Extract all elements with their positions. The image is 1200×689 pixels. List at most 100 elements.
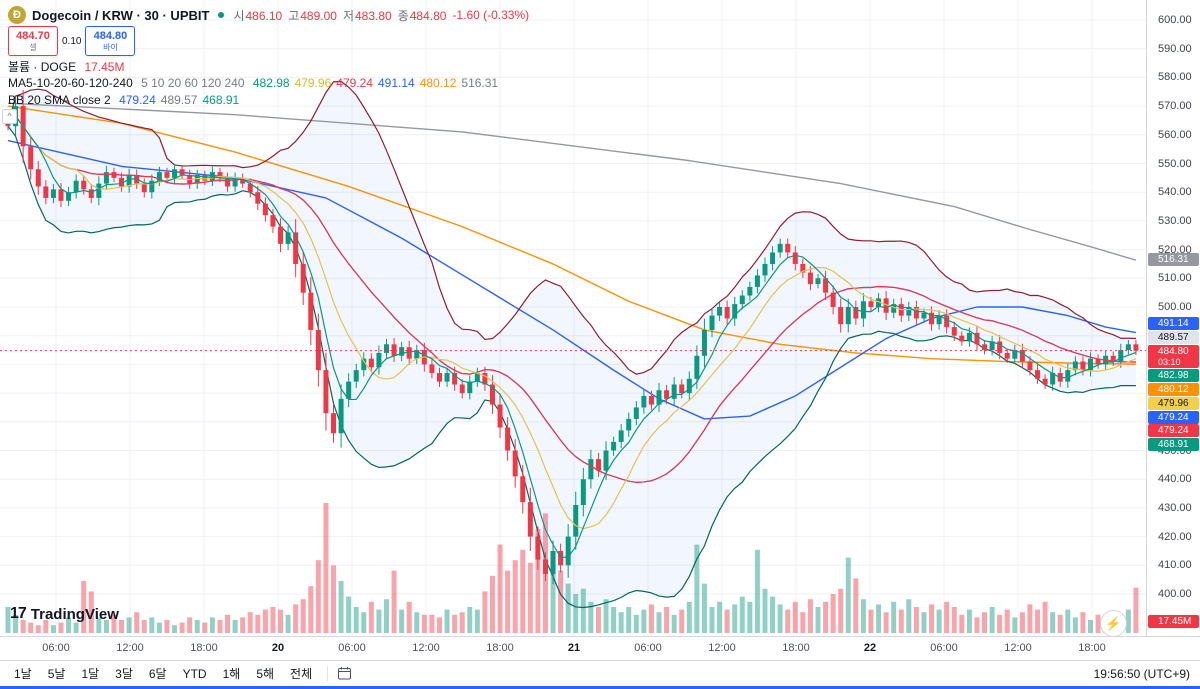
price-label: 480.12	[1148, 383, 1199, 396]
indicator-value: 482.98	[252, 76, 290, 90]
indicator-value: 491.14	[377, 76, 415, 90]
price-tick: 500.00	[1158, 301, 1192, 313]
time-label: 12:00	[1004, 642, 1032, 654]
buy-label: 바이	[103, 43, 118, 52]
volume-indicator-title: 볼륨 · DOGE	[8, 60, 77, 74]
time-label: 06:00	[930, 642, 958, 654]
range-button-YTD[interactable]: YTD	[175, 664, 215, 684]
indicator-value: 468.91	[202, 93, 240, 107]
spread-value: 0.10	[62, 35, 82, 47]
time-axis[interactable]: 06:00 12:00 18:00 20 06:00 12:00 18:00 21 06:00 1…	[0, 636, 1200, 660]
time-label: 20	[271, 642, 285, 654]
price-tick: 430.00	[1158, 501, 1192, 514]
price-label: 489.57	[1148, 331, 1199, 344]
volume-indicator-row[interactable]: 볼륨 · DOGE 17.45M	[8, 58, 124, 75]
price-label: 491.14	[1148, 317, 1199, 330]
clock-time: 19:56:50	[1093, 666, 1141, 681]
ohlc-values: 시486.10 고489.00 저483.80 종484.80	[233, 7, 452, 24]
price-tick: 510.00	[1158, 272, 1192, 285]
price-label: 479.24	[1148, 424, 1199, 437]
tradingview-wordmark: TradingView	[30, 605, 119, 623]
ohlc-value: 489.00	[300, 8, 337, 23]
buy-price: 484.80	[93, 30, 128, 42]
time-label: 12:00	[116, 642, 144, 654]
ohlc-label: 고	[288, 8, 300, 23]
clock[interactable]: 19:56:50 (UTC+9)	[1094, 667, 1190, 681]
price-label: 482.98	[1148, 369, 1199, 382]
ma-indicator-title: MA5-10-20-60-120-240	[8, 76, 133, 90]
range-button-1해[interactable]: 1해	[215, 662, 249, 685]
range-button-6달[interactable]: 6달	[141, 662, 175, 685]
legend-collapse-button[interactable]: ^	[2, 109, 17, 124]
tradingview-logo[interactable]: 17 TradingView	[10, 605, 119, 623]
ohlc-label: 종	[397, 8, 409, 23]
calendar-icon	[338, 667, 352, 680]
time-label: 22	[863, 642, 877, 654]
price-tick: 570.00	[1158, 100, 1192, 113]
price-tick: 560.00	[1158, 128, 1192, 141]
time-label: 18:00	[1078, 642, 1106, 654]
range-button-전체[interactable]: 전체	[282, 662, 320, 685]
price-label: 479.96	[1148, 397, 1199, 410]
price-label: 17.45M	[1148, 615, 1199, 628]
price-tick: 420.00	[1158, 530, 1192, 543]
price-axis[interactable]: 600.00 590.00 580.00 570.00 560.00 550.00 540.…	[1146, 0, 1200, 636]
range-button-1날[interactable]: 1날	[6, 662, 40, 685]
sell-label: 셀	[29, 43, 37, 52]
ma-indicator-row[interactable]: MA5-10-20-60-120-240 5 10 20 60 120 240 …	[8, 76, 498, 90]
range-button-1달[interactable]: 1달	[73, 662, 107, 685]
range-button-5날[interactable]: 5날	[40, 662, 74, 685]
bottom-toolbar: 1날 5날 1달 3달 6달 YTD 1해 5해 전체 19:56:50 (UTC+9)	[0, 660, 1200, 686]
toolbar-divider	[327, 666, 329, 681]
indicator-value: 516.31	[461, 76, 499, 90]
price-tick: 530.00	[1158, 214, 1192, 227]
indicator-value: 479.24	[119, 93, 156, 107]
price-tick: 410.00	[1158, 559, 1192, 572]
clock-timezone: (UTC+9)	[1143, 666, 1190, 681]
time-label: 18:00	[190, 642, 218, 654]
price-tick: 550.00	[1158, 157, 1192, 170]
symbol-row[interactable]: Ð Dogecoin / KRW · 30 · UPBIT 시486.10 고48…	[8, 6, 529, 24]
ohlc-value: 484.80	[409, 8, 447, 23]
ohlc-value: 483.80	[354, 8, 392, 23]
volume-indicator-value: 17.45M	[84, 60, 125, 74]
go-to-date-button[interactable]	[335, 664, 354, 683]
indicator-value: 479.24	[336, 76, 373, 90]
indicator-value: 489.57	[160, 93, 198, 107]
ohlc-label: 시	[233, 8, 245, 23]
indicator-value: 479.96	[294, 76, 332, 90]
time-label: 12:00	[708, 642, 736, 654]
indicator-value: 480.12	[419, 76, 457, 90]
range-button-5해[interactable]: 5해	[248, 662, 282, 685]
price-label: 484.80 03:10	[1148, 345, 1199, 368]
time-label: 12:00	[412, 642, 440, 654]
bb-indicator-title: BB 20 SMA close 2	[8, 93, 111, 107]
change-value: -1.60 (-0.33%)	[452, 8, 530, 22]
price-label: 468.91	[1148, 438, 1199, 451]
price-tick: 590.00	[1158, 42, 1192, 55]
symbol-title[interactable]: Dogecoin / KRW · 30 · UPBIT	[32, 7, 210, 23]
range-button-3달[interactable]: 3달	[107, 662, 141, 685]
time-label: 18:00	[486, 642, 514, 654]
sell-price: 484.70	[16, 30, 50, 42]
bb-indicator-row[interactable]: BB 20 SMA close 2 479.24 489.57 468.91	[8, 93, 239, 107]
price-tick: 400.00	[1158, 588, 1192, 600]
range-buttons: 1날 5날 1달 3달 6달 YTD 1해 5해 전체	[6, 662, 320, 685]
buy-button[interactable]: 484.80 바이	[85, 26, 136, 56]
ohlc-label: 저	[342, 8, 354, 23]
chart-canvas[interactable]	[0, 0, 1146, 636]
price-tick: 440.00	[1158, 473, 1192, 486]
price-label: 479.24	[1148, 411, 1199, 424]
trade-panel: 484.70 셀 0.10 484.80 바이	[8, 26, 136, 56]
price-label: 516.31	[1148, 253, 1199, 266]
boost-button[interactable]: ⚡	[1100, 610, 1127, 637]
time-label: 06:00	[338, 642, 366, 654]
taskbar-edge	[0, 686, 1200, 689]
time-label: 18:00	[782, 642, 810, 654]
time-label: 21	[567, 642, 581, 654]
lightning-icon: ⚡	[1105, 615, 1122, 631]
sell-button[interactable]: 484.70 셀	[8, 26, 58, 56]
ma-indicator-values: 482.98 479.96 479.24 491.14 480.12 516.31	[248, 76, 498, 90]
ma-indicator-params: 5 10 20 60 120 240	[141, 76, 245, 90]
